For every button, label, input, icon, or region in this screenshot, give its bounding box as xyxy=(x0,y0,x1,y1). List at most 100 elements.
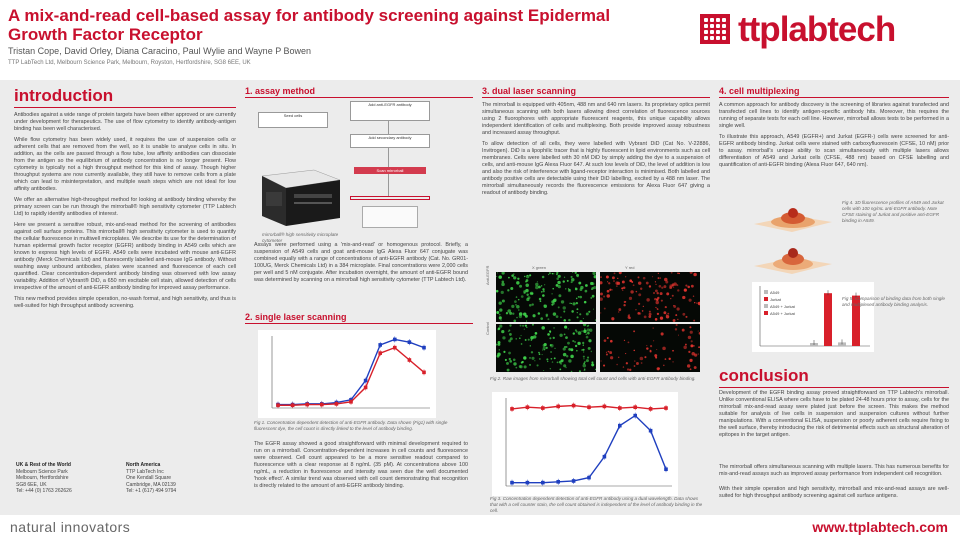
cell-dot xyxy=(536,281,538,283)
cell-dot xyxy=(694,302,696,304)
contact-line: Melbourn Science Park xyxy=(16,468,68,475)
cell-dot xyxy=(547,333,550,336)
cell-dot xyxy=(677,334,679,336)
cell-dot xyxy=(625,276,627,278)
cell-dot xyxy=(688,350,691,354)
cell-dot xyxy=(518,312,523,316)
cell-dot xyxy=(590,281,594,286)
intro-paragraph: While flow cytometry has been widely use… xyxy=(14,137,236,192)
cell-dot xyxy=(572,332,575,335)
data-point xyxy=(525,405,530,410)
legend-swatch xyxy=(764,304,768,308)
cell-dot xyxy=(542,349,544,351)
cell-dot xyxy=(585,284,588,287)
contact-uk: UK & Rest of the World Melbourn Science … xyxy=(16,462,116,495)
cell-dot xyxy=(584,361,586,363)
cell-dot xyxy=(583,362,586,365)
cell-dot xyxy=(629,368,632,372)
cell-dot xyxy=(637,312,641,315)
cell-dot xyxy=(568,318,571,322)
data-point xyxy=(407,340,412,344)
cell-dot xyxy=(512,273,515,275)
contact-line: Tel: +44 (0) 1763 262626 xyxy=(16,488,72,494)
cell-dot xyxy=(520,361,523,364)
micrograph-red-bottom xyxy=(600,324,700,372)
cell-dot xyxy=(513,362,517,366)
data-point xyxy=(525,480,530,485)
cell-dot xyxy=(583,329,587,333)
cell-dot xyxy=(554,347,556,349)
cell-dot xyxy=(617,311,620,313)
multiplexing-heading: 4. cell multiplexing xyxy=(719,86,949,98)
cell-dot xyxy=(575,297,578,300)
cell-dot xyxy=(659,292,663,296)
cell-dot xyxy=(629,279,633,283)
cell-dot xyxy=(515,304,517,306)
cell-dot xyxy=(579,320,583,322)
cell-dot xyxy=(522,324,525,327)
cell-dot xyxy=(690,344,694,348)
cell-dot xyxy=(519,337,521,340)
data-point xyxy=(587,475,591,480)
cell-dot xyxy=(506,361,509,365)
cell-dot xyxy=(562,280,565,283)
cell-dot xyxy=(523,291,526,295)
cell-dot xyxy=(606,289,610,293)
cell-dot xyxy=(666,292,670,296)
cell-dot xyxy=(689,330,693,334)
cell-dot xyxy=(562,306,566,310)
cell-dot xyxy=(650,345,653,348)
cell-dot xyxy=(662,346,666,351)
cell-dot xyxy=(525,288,529,293)
cell-dot xyxy=(696,302,698,304)
cell-dot xyxy=(563,333,566,336)
poster-title: A mix-and-read cell-based assay for anti… xyxy=(8,6,611,44)
data-point xyxy=(648,407,653,411)
cell-dot xyxy=(669,286,673,290)
cell-dot xyxy=(607,350,610,353)
cell-dot xyxy=(500,319,502,321)
cell-dot xyxy=(542,294,545,297)
data-point xyxy=(363,385,368,390)
cell-dot xyxy=(524,275,526,278)
flow-connector xyxy=(388,174,389,196)
cell-dot xyxy=(567,341,570,345)
cell-dot xyxy=(500,290,504,294)
url-prefix: www. xyxy=(812,519,849,535)
cell-dot xyxy=(582,355,585,358)
cell-dot xyxy=(552,336,555,339)
contact-region: UK & Rest of the World xyxy=(16,462,71,468)
cell-dot xyxy=(668,357,671,361)
introduction-column: introduction Antibodies against a wide r… xyxy=(14,86,236,314)
cell-dot xyxy=(552,312,557,316)
cell-dot xyxy=(538,353,541,356)
cell-dot xyxy=(526,274,529,277)
cell-dot xyxy=(510,287,514,291)
cell-dot xyxy=(517,298,520,301)
cell-dot xyxy=(643,315,647,319)
cell-dot xyxy=(559,368,562,371)
cell-dot xyxy=(676,284,679,287)
cell-dot xyxy=(660,277,662,279)
cell-dot xyxy=(524,339,527,341)
cell-dot xyxy=(646,344,648,347)
cell-dot xyxy=(616,363,618,366)
cell-dot xyxy=(672,349,674,352)
cell-dot xyxy=(551,300,555,304)
cell-dot xyxy=(540,285,543,287)
cell-dot xyxy=(501,280,505,284)
cell-dot xyxy=(523,365,527,369)
cell-dot xyxy=(519,324,522,327)
cell-dot xyxy=(498,301,502,305)
cell-dot xyxy=(628,296,633,301)
cell-dot xyxy=(600,312,602,314)
cell-dot xyxy=(537,312,541,315)
cell-dot xyxy=(547,318,550,321)
cell-dot xyxy=(584,289,588,293)
cell-dot xyxy=(585,333,587,335)
cell-dot xyxy=(585,312,589,316)
cell-dot xyxy=(613,272,616,275)
cell-dot xyxy=(581,349,583,351)
cell-dot xyxy=(512,358,516,362)
cell-dot xyxy=(530,339,533,341)
